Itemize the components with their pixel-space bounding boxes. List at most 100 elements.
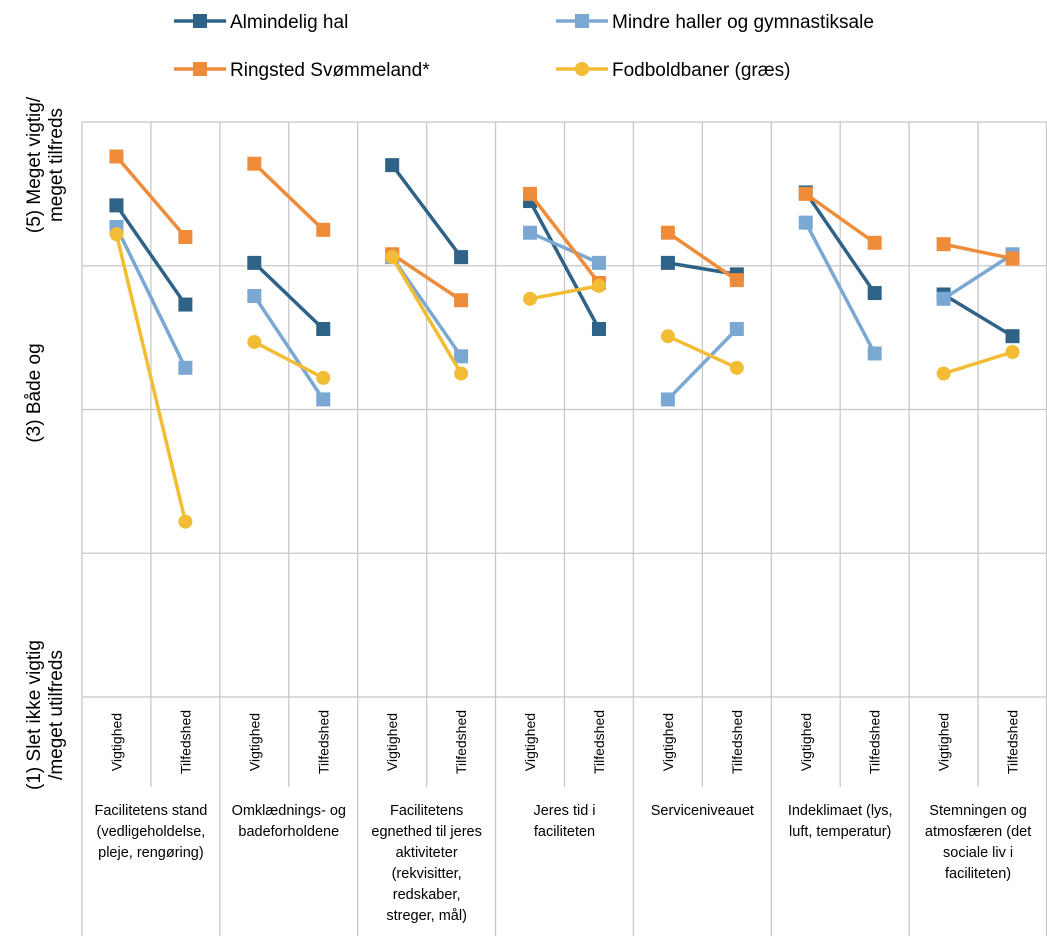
x-tick-label: Tilfedshed [867,710,883,774]
series-ringsted-sv-mmeland [109,149,1020,308]
legend-label: Ringsted Svømmeland* [230,60,430,81]
series-line [114,233,188,523]
series-line [804,192,876,245]
legend: Almindelig hal Mindre haller og gymnastik… [174,12,874,81]
group-label: luft, temperatur) [789,824,891,840]
group-label: Facilitetens [390,803,463,819]
group-label: Omklædnings- og [232,803,346,819]
series-line [666,327,739,401]
group-label: badeforholdene [238,824,339,840]
y-axis-label: (1) Slet ikke vigtig [24,640,45,790]
group-label: pleje, rengøring) [98,845,204,861]
data-point [178,514,193,529]
series-line [804,221,877,355]
x-tick-label: Vigtighed [108,713,124,771]
x-tick-label: Tilfedshed [315,710,331,774]
series-line [253,162,325,232]
data-point [591,255,606,270]
series-line [115,204,187,306]
group-label: Indeklimaet (lys, [788,803,893,819]
series-line [943,350,1014,376]
x-tick-label: Tilfedshed [1005,710,1021,774]
group-label: redskaber, [393,887,461,903]
x-tick-label: Tilfedshed [729,710,745,774]
group-label: streger, mål) [386,908,467,924]
group-label: faciliteten) [945,866,1011,882]
data-point [660,392,675,407]
series-line [528,200,601,330]
series-line [253,340,325,380]
x-tick-label: Vigtighed [798,713,814,771]
data-point [109,149,124,164]
x-tick-label: Tilfedshed [453,710,469,774]
data-point [936,237,951,252]
data-point [385,158,400,173]
series-line [667,334,738,370]
legend-marker [193,14,207,28]
data-point [1005,251,1020,266]
data-point [798,215,813,230]
x-tick-label: Vigtighed [246,713,262,771]
group-label: Stemningen og [929,803,1027,819]
series-line [529,231,600,265]
series-line [529,284,600,301]
series-line [253,261,325,331]
series-line [390,256,463,375]
y-axis-label: (3) Både og [24,343,45,442]
group-label: Jeres tid i [533,803,595,819]
series-fodboldbaner-gr-s [109,227,1020,529]
data-point [867,286,882,301]
data-point [523,225,538,240]
data-point [660,255,675,270]
x-tick-label: Vigtighed [936,713,952,771]
legend-label: Mindre haller og gymnastiksale [612,12,874,33]
y-axis: (5) Meget vigtig/meget tilfreds (3) Både … [24,96,67,790]
x-tick-label: Vigtighed [522,713,538,771]
x-tick-label: Vigtighed [660,713,676,771]
gridlines [81,121,1047,936]
data-point [178,297,193,312]
data-point [936,291,951,306]
series-line [942,293,1014,338]
data-point [523,291,538,306]
y-axis-label: meget tilfreds [46,108,67,222]
x-axis: Vigtighed Tilfedshed Facilitetens stand (ve… [95,710,1032,924]
data-point [316,370,331,385]
legend-label: Almindelig hal [230,12,348,33]
data-point [660,329,675,344]
data-point [178,230,193,244]
data-point [247,255,262,270]
data-point [1005,329,1020,344]
data-point [247,334,262,349]
data-point [454,293,469,308]
series-layer [109,149,1020,529]
legend-entry: Almindelig hal [174,12,348,33]
data-point [729,322,744,336]
data-point [454,366,469,381]
data-point [936,366,951,381]
group-label: egnethed til jeres [371,824,481,840]
data-point [316,392,331,407]
series-line [391,252,463,302]
data-point [867,235,882,250]
series-line [114,226,187,369]
data-point [247,156,262,171]
data-point [109,227,124,242]
data-point [660,225,675,240]
series-line [528,192,601,285]
legend-label: Fodboldbaner (græs) [612,60,790,81]
group-label: sociale liv i [943,845,1013,861]
data-point [316,222,331,237]
group-label: aktiviteter [396,845,458,861]
group-label: Serviceniveauet [651,803,754,819]
data-point [523,186,538,201]
data-point [798,186,813,201]
y-axis-label: (5) Meget vigtig/ [24,96,45,233]
group-label: (rekvisitter, [392,866,462,882]
legend-marker [193,62,207,76]
series-line [943,242,1013,261]
data-point [591,278,606,293]
legend-marker [575,14,589,28]
data-point [867,346,882,361]
